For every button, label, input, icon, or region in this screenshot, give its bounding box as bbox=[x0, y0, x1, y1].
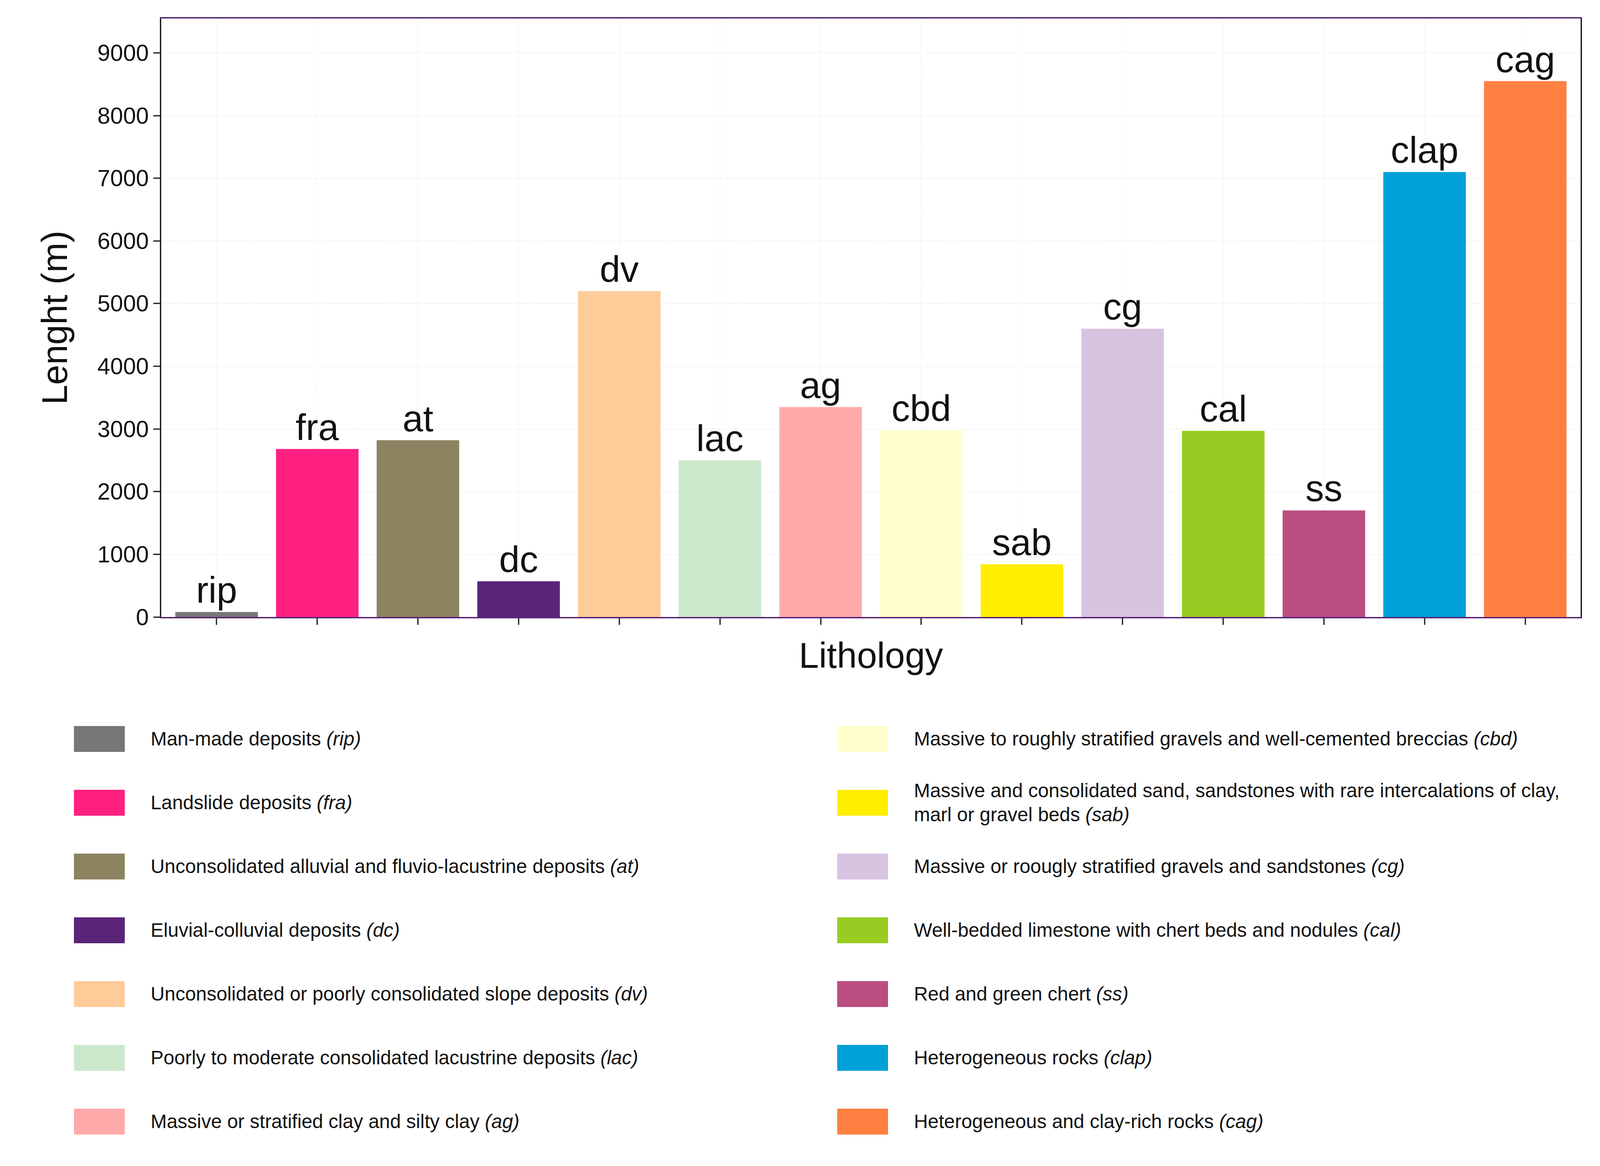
svg-text:5000: 5000 bbox=[97, 290, 149, 317]
svg-text:cal: cal bbox=[1199, 388, 1247, 430]
html-text:Unconsolidated or poorly conso: Unconsolidated or poorly consolidated sl… bbox=[150, 982, 648, 1005]
html-text:Man-made deposits (rip): Man-made deposits (rip) bbox=[150, 727, 361, 750]
svg-text:dv: dv bbox=[599, 248, 639, 290]
svg-text:3000: 3000 bbox=[97, 416, 149, 443]
svg-text:cg: cg bbox=[1102, 285, 1143, 328]
html-text:Massive or roougly stratified: Massive or roougly stratified gravels an… bbox=[913, 855, 1405, 877]
html-text:Heterogeneous rocks (clap): Heterogeneous rocks (clap) bbox=[913, 1046, 1153, 1069]
svg-text:0: 0 bbox=[135, 604, 149, 631]
svg-text:1000: 1000 bbox=[97, 541, 149, 568]
svg-text:rip: rip bbox=[195, 569, 238, 611]
html-text:Heterogeneous and clay-rich ro: Heterogeneous and clay-rich rocks (cag) bbox=[913, 1110, 1264, 1132]
svg-text:2000: 2000 bbox=[97, 478, 149, 505]
svg-text:dc: dc bbox=[498, 538, 539, 580]
svg-text:sab: sab bbox=[991, 521, 1052, 563]
html-text:Massive to roughly stratified: Massive to roughly stratified gravels an… bbox=[913, 727, 1518, 750]
html-text:Massive and consolidated sand,: Massive and consolidated sand, sandstone… bbox=[913, 779, 1560, 826]
html-text:Landslide deposits (fra): Landslide deposits (fra) bbox=[150, 791, 353, 814]
svg-text:Lithology: Lithology bbox=[798, 634, 943, 676]
svg-text:Lenght (m): Lenght (m) bbox=[34, 230, 75, 405]
html-text:Eluvial-colluvial deposits (dc: Eluvial-colluvial deposits (dc) bbox=[150, 918, 400, 941]
svg-text:ag: ag bbox=[800, 364, 842, 406]
html-text:Unconsolidated alluvial and fl: Unconsolidated alluvial and fluvio-lacus… bbox=[150, 855, 640, 877]
svg-text:at: at bbox=[402, 397, 434, 439]
svg-text:4000: 4000 bbox=[97, 353, 149, 380]
svg-text:8000: 8000 bbox=[97, 103, 149, 129]
html-text:Massive or stratified clay and: Massive or stratified clay and silty cla… bbox=[150, 1110, 520, 1132]
svg-text:cbd: cbd bbox=[891, 387, 951, 429]
svg-text:fra: fra bbox=[295, 406, 340, 448]
svg-text:7000: 7000 bbox=[97, 165, 149, 192]
svg-text:cag: cag bbox=[1495, 38, 1556, 80]
html-text:Poorly to moderate consolidate: Poorly to moderate consolidated lacustri… bbox=[150, 1046, 639, 1069]
svg-text:9000: 9000 bbox=[97, 40, 149, 67]
svg-text:6000: 6000 bbox=[97, 228, 149, 255]
svg-text:lac: lac bbox=[696, 417, 744, 459]
svg-text:clap: clap bbox=[1390, 129, 1459, 171]
html-text:Well-bedded limestone with che: Well-bedded limestone with chert beds an… bbox=[913, 918, 1402, 941]
html-text:Red and green chert (ss): Red and green chert (ss) bbox=[913, 982, 1129, 1005]
svg-text:ss: ss bbox=[1305, 467, 1343, 509]
